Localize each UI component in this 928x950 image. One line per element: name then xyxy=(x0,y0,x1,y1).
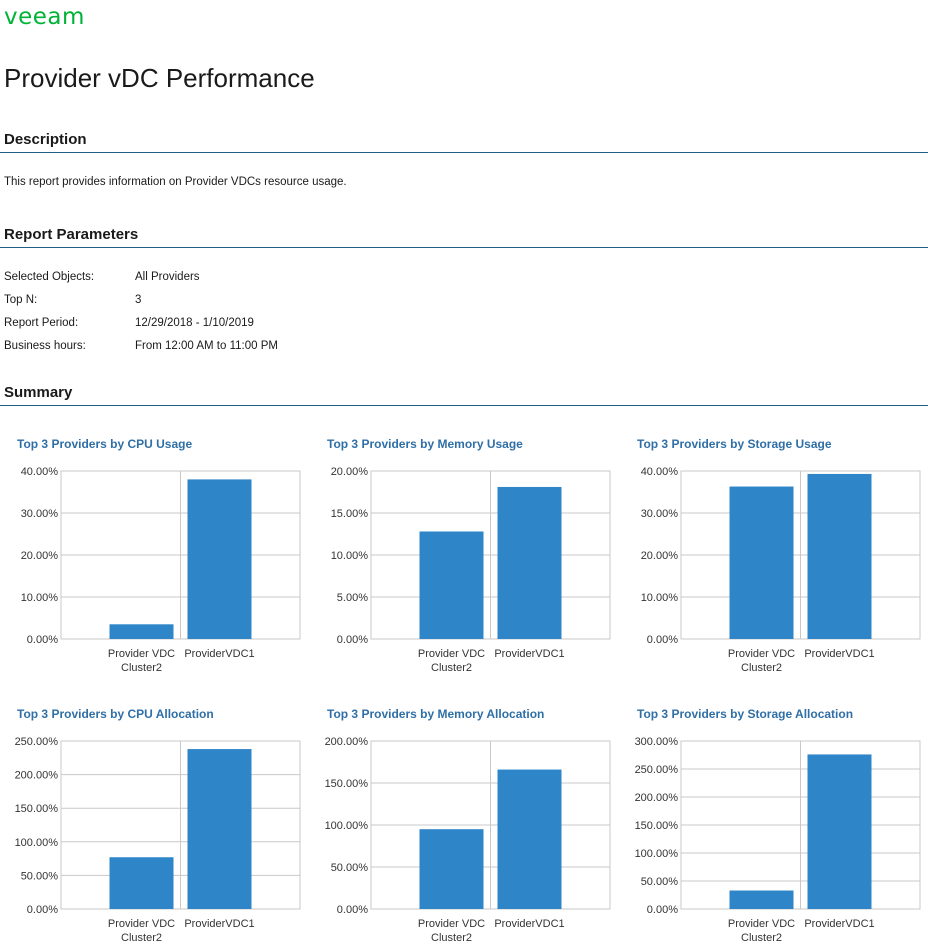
param-label: Report Period: xyxy=(4,317,79,329)
y-tick-label: 0.00% xyxy=(647,634,678,646)
y-tick-label: 30.00% xyxy=(641,508,679,520)
bar xyxy=(109,857,174,909)
plot-border xyxy=(60,740,301,910)
y-tick-label: 200.00% xyxy=(15,770,59,782)
y-tick-label: 100.00% xyxy=(635,848,679,860)
page-title: Provider vDC Performance xyxy=(4,63,315,93)
plot-border xyxy=(60,470,301,640)
bar xyxy=(187,749,252,909)
storage-allocation-chart: 0.00% 50.00% 100.00% 150.00% 200.00% 250.00% 3… xyxy=(635,736,921,944)
bar xyxy=(419,531,484,639)
y-tick-label: 250.00% xyxy=(15,736,59,748)
param-value: 12/29/2018 - 1/10/2019 xyxy=(135,317,254,329)
bar xyxy=(807,473,872,639)
param-value: All Providers xyxy=(135,271,200,283)
y-tick-label: 20.00% xyxy=(641,550,679,562)
y-tick-label: 40.00% xyxy=(21,466,59,478)
param-value: 3 xyxy=(135,294,142,306)
x-tick-label: Cluster2 xyxy=(431,662,472,674)
cpu-allocation-chart: 0.00% 50.00% 100.00% 150.00% 200.00% 250.00% P… xyxy=(15,736,301,944)
x-tick-label: Provider VDC xyxy=(728,648,795,660)
plot-border xyxy=(680,470,921,640)
y-tick-label: 15.00% xyxy=(331,508,369,520)
chart-title-memory-usage: Top 3 Providers by Memory Usage xyxy=(327,437,523,451)
y-tick-label: 150.00% xyxy=(635,820,679,832)
y-tick-label: 0.00% xyxy=(27,904,58,916)
y-tick-label: 150.00% xyxy=(15,803,59,815)
bar xyxy=(729,486,794,639)
y-tick-label: 0.00% xyxy=(337,904,368,916)
y-tick-label: 0.00% xyxy=(647,904,678,916)
y-tick-label: 100.00% xyxy=(325,820,369,832)
y-tick-label: 0.00% xyxy=(27,634,58,646)
y-tick-label: 30.00% xyxy=(21,508,59,520)
param-label: Top N: xyxy=(4,294,38,306)
x-tick-label: ProviderVDC1 xyxy=(494,918,564,930)
x-tick-label: ProviderVDC1 xyxy=(494,648,564,660)
cpu-usage-chart: 0.00% 10.00% 20.00% 30.00% 40.00% Provider VD… xyxy=(21,466,301,674)
chart-title-cpu-usage: Top 3 Providers by CPU Usage xyxy=(17,437,193,451)
x-tick-label: ProviderVDC1 xyxy=(184,648,254,660)
plot-border xyxy=(680,740,921,910)
storage-usage-chart: 0.00% 10.00% 20.00% 30.00% 40.00% Provider VD… xyxy=(641,466,921,674)
plot-border xyxy=(370,740,611,910)
param-value: From 12:00 AM to 11:00 PM xyxy=(135,340,278,352)
x-tick-label: Cluster2 xyxy=(121,932,162,944)
y-tick-label: 5.00% xyxy=(337,592,368,604)
section-title-summary: Summary xyxy=(4,384,73,401)
section-divider xyxy=(0,405,928,406)
x-tick-label: Provider VDC xyxy=(728,918,795,930)
section-divider xyxy=(0,247,928,248)
x-tick-label: Provider VDC xyxy=(418,918,485,930)
x-tick-label: Provider VDC xyxy=(108,918,175,930)
x-tick-label: ProviderVDC1 xyxy=(184,918,254,930)
y-tick-label: 10.00% xyxy=(21,592,59,604)
x-tick-label: Provider VDC xyxy=(108,648,175,660)
chart-title-storage-usage: Top 3 Providers by Storage Usage xyxy=(637,437,832,451)
x-tick-label: ProviderVDC1 xyxy=(804,918,874,930)
x-tick-label: ProviderVDC1 xyxy=(804,648,874,660)
y-tick-label: 150.00% xyxy=(325,778,369,790)
section-title-parameters: Report Parameters xyxy=(4,226,139,243)
y-tick-label: 50.00% xyxy=(21,870,59,882)
y-tick-label: 40.00% xyxy=(641,466,679,478)
chart-title-cpu-allocation: Top 3 Providers by CPU Allocation xyxy=(17,707,214,721)
bar xyxy=(497,486,562,639)
plot-border xyxy=(370,470,611,640)
bar xyxy=(109,624,174,639)
y-tick-label: 200.00% xyxy=(325,736,369,748)
x-tick-label: Provider VDC xyxy=(418,648,485,660)
chart-title-storage-allocation: Top 3 Providers by Storage Allocation xyxy=(637,707,854,721)
section-title-description: Description xyxy=(4,131,87,148)
y-tick-label: 100.00% xyxy=(15,837,59,849)
memory-allocation-chart: 0.00% 50.00% 100.00% 150.00% 200.00% Provider… xyxy=(325,736,611,944)
veeam-logo: veeam xyxy=(4,4,85,30)
section-divider xyxy=(0,152,928,153)
bar xyxy=(497,769,562,909)
memory-usage-chart: 0.00% 5.00% 10.00% 15.00% 20.00% Provider VDC… xyxy=(331,466,611,674)
bar xyxy=(419,829,484,909)
y-tick-label: 50.00% xyxy=(331,862,369,874)
x-tick-label: Cluster2 xyxy=(431,932,472,944)
y-tick-label: 0.00% xyxy=(337,634,368,646)
y-tick-label: 10.00% xyxy=(641,592,679,604)
x-tick-label: Cluster2 xyxy=(741,932,782,944)
x-tick-label: Cluster2 xyxy=(741,662,782,674)
y-tick-label: 20.00% xyxy=(331,466,369,478)
y-tick-label: 250.00% xyxy=(635,764,679,776)
x-tick-label: Cluster2 xyxy=(121,662,162,674)
param-label: Business hours: xyxy=(4,340,86,352)
y-tick-label: 10.00% xyxy=(331,550,369,562)
bar xyxy=(729,890,794,909)
bar xyxy=(807,754,872,909)
chart-title-memory-allocation: Top 3 Providers by Memory Allocation xyxy=(327,707,545,721)
y-tick-label: 20.00% xyxy=(21,550,59,562)
param-label: Selected Objects: xyxy=(4,271,95,283)
y-tick-label: 300.00% xyxy=(635,736,679,748)
description-text: This report provides information on Prov… xyxy=(4,176,347,188)
y-tick-label: 50.00% xyxy=(641,876,679,888)
y-tick-label: 200.00% xyxy=(635,792,679,804)
bar xyxy=(187,479,252,639)
